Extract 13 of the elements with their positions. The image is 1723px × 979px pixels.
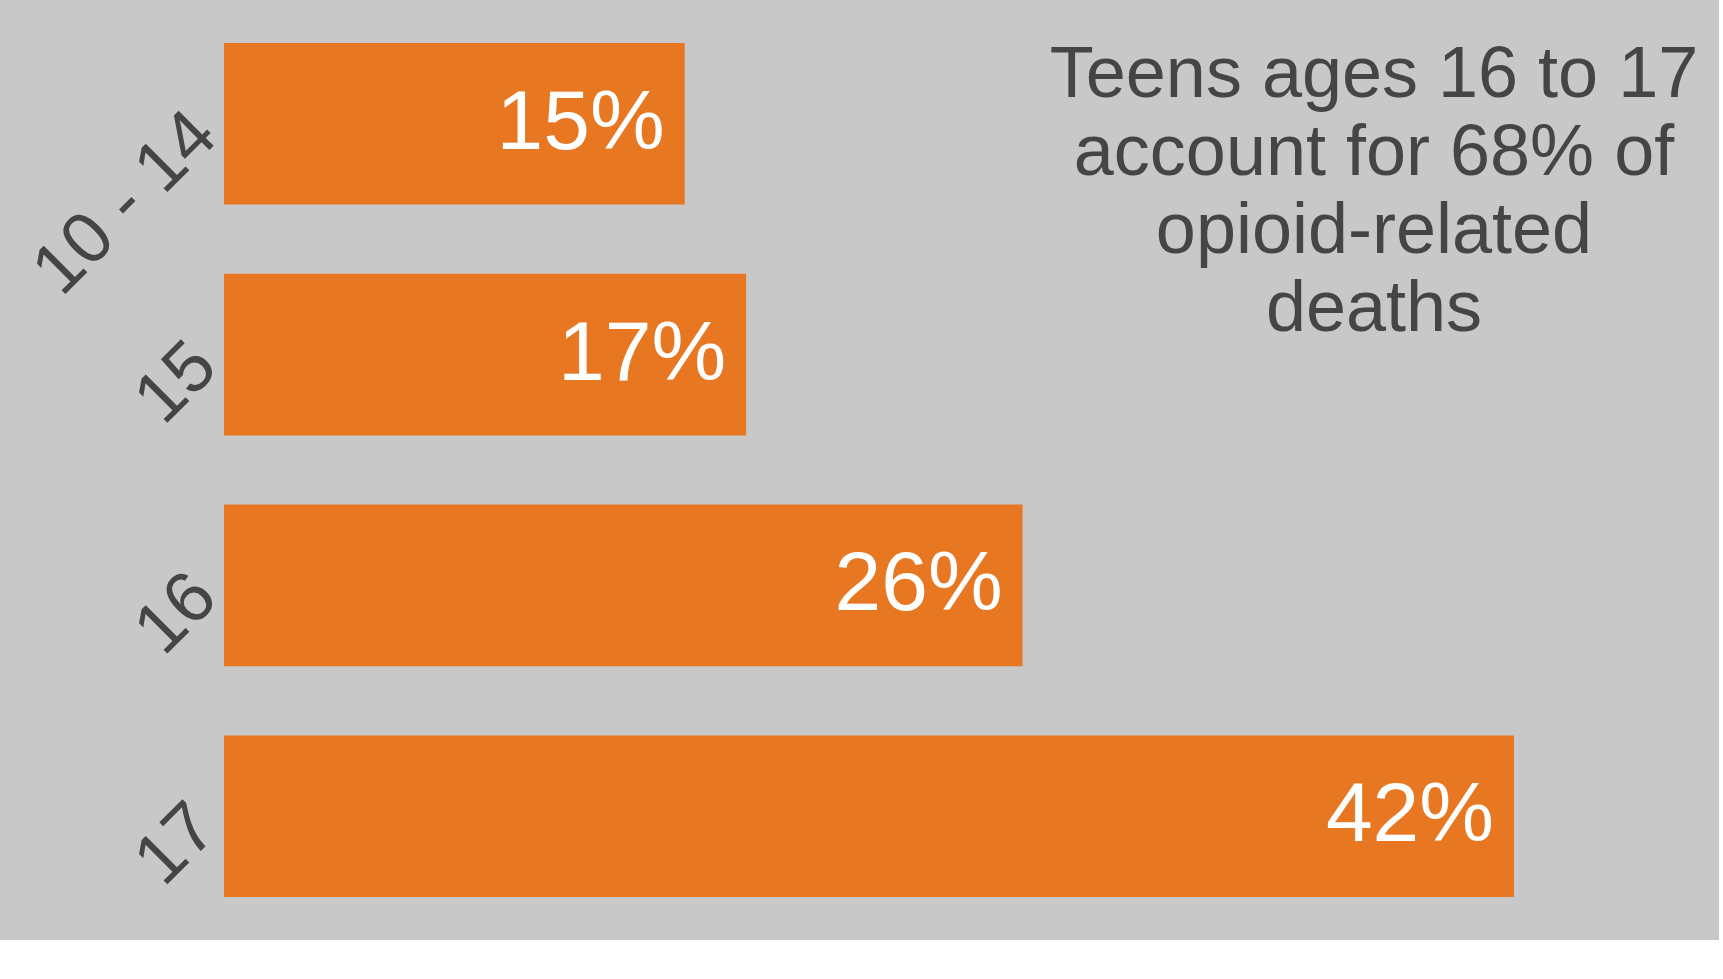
y-tick-label: 17	[117, 785, 231, 899]
data-label: 42%	[1325, 765, 1494, 860]
bar	[224, 735, 1514, 897]
bar	[224, 504, 1023, 667]
y-tick-label: 15	[117, 324, 231, 438]
bar	[224, 273, 747, 436]
annotation: Teens ages 16 to 17 account for 68% of opioid-related deaths	[1049, 32, 1699, 346]
data-label: 15%	[496, 72, 665, 167]
y-tick-label: 10 - 14	[15, 93, 231, 309]
data-label: 26%	[834, 534, 1003, 629]
y-tick-label: 16	[117, 554, 231, 669]
bar	[224, 43, 685, 205]
data-label: 17%	[558, 303, 727, 398]
